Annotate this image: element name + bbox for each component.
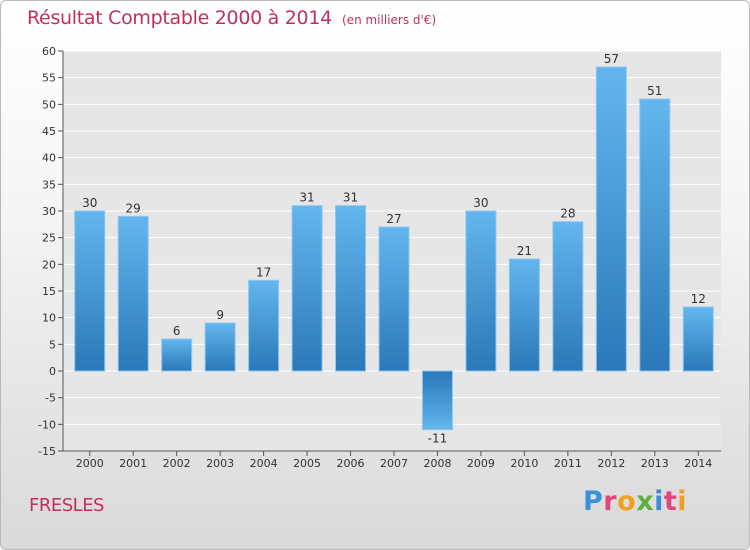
- y-tick-label: 5: [49, 338, 56, 351]
- x-tick-label: 2008: [423, 457, 451, 470]
- x-tick-label: 2013: [641, 457, 669, 470]
- bar: [595, 66, 627, 372]
- bar: [465, 210, 497, 372]
- bar-value-label: 31: [299, 191, 314, 205]
- bar: [291, 205, 323, 372]
- x-tick-label: 2006: [337, 457, 365, 470]
- bar: [204, 322, 236, 372]
- x-tick-label: 2002: [163, 457, 191, 470]
- bar-value-label: 12: [691, 292, 706, 306]
- bar-value-label: 9: [216, 308, 224, 322]
- bar-value-label: 6: [173, 324, 181, 338]
- y-tick-label: 40: [42, 152, 56, 165]
- bar-value-label: 31: [343, 191, 358, 205]
- bar-value-label: 30: [473, 196, 488, 210]
- y-tick-label: 30: [42, 205, 56, 218]
- bar: [117, 215, 149, 372]
- y-tick-label: 45: [42, 125, 56, 138]
- x-tick-label: 2000: [76, 457, 104, 470]
- brand-letter: o: [617, 486, 637, 517]
- y-tick-label: 50: [42, 98, 56, 111]
- brand-letter: P: [583, 486, 604, 517]
- x-tick-label: 2005: [293, 457, 321, 470]
- brand-letter: i: [654, 486, 664, 517]
- bar: [508, 258, 540, 372]
- bar: [248, 279, 280, 372]
- brand-letter: r: [603, 486, 618, 517]
- bar-value-label: 29: [126, 201, 141, 215]
- bar: [639, 98, 671, 372]
- bar: [421, 370, 453, 431]
- x-tick-label: 2012: [597, 457, 625, 470]
- bar-value-label: -11: [428, 432, 448, 446]
- x-tick-label: 2003: [206, 457, 234, 470]
- chart-subtitle: (en milliers d'€): [342, 13, 437, 27]
- brand-letter: i: [677, 486, 688, 517]
- bar: [161, 338, 193, 372]
- bar-value-label: 17: [256, 265, 271, 279]
- bar-value-label: 27: [386, 212, 401, 226]
- y-tick-label: 55: [42, 72, 56, 85]
- y-tick-label: -10: [38, 418, 56, 431]
- bar: [552, 221, 584, 372]
- bar: [335, 205, 367, 372]
- chart-title: Résultat Comptable 2000 à 2014: [27, 7, 332, 29]
- bar: [682, 306, 714, 372]
- brand-logo: Proxiti: [583, 486, 687, 517]
- y-tick-label: 35: [42, 178, 56, 191]
- brand-letter: t: [663, 486, 678, 517]
- bar: [74, 210, 106, 372]
- brand-letter: x: [636, 486, 655, 517]
- x-tick-label: 2007: [380, 457, 408, 470]
- bar-value-label: 51: [647, 84, 662, 98]
- y-tick-label: -5: [45, 392, 56, 405]
- bar-value-label: 57: [604, 52, 619, 66]
- x-tick-label: 2014: [684, 457, 712, 470]
- x-tick-label: 2011: [554, 457, 582, 470]
- y-tick-label: 0: [49, 365, 56, 378]
- y-tick-label: 10: [42, 312, 56, 325]
- y-tick-label: 20: [42, 258, 56, 271]
- x-tick-label: 2001: [119, 457, 147, 470]
- x-tick-label: 2004: [250, 457, 278, 470]
- x-tick-label: 2010: [510, 457, 538, 470]
- bar-value-label: 21: [517, 244, 532, 258]
- place-name: FRESLES: [29, 495, 105, 516]
- bar-value-label: 30: [82, 196, 97, 210]
- y-tick-label: 15: [42, 285, 56, 298]
- bar-value-label: 28: [560, 207, 575, 221]
- y-tick-label: 25: [42, 232, 56, 245]
- bar: [378, 226, 410, 372]
- x-tick-label: 2009: [467, 457, 495, 470]
- y-tick-label: -15: [38, 445, 56, 458]
- y-tick-label: 60: [42, 45, 56, 58]
